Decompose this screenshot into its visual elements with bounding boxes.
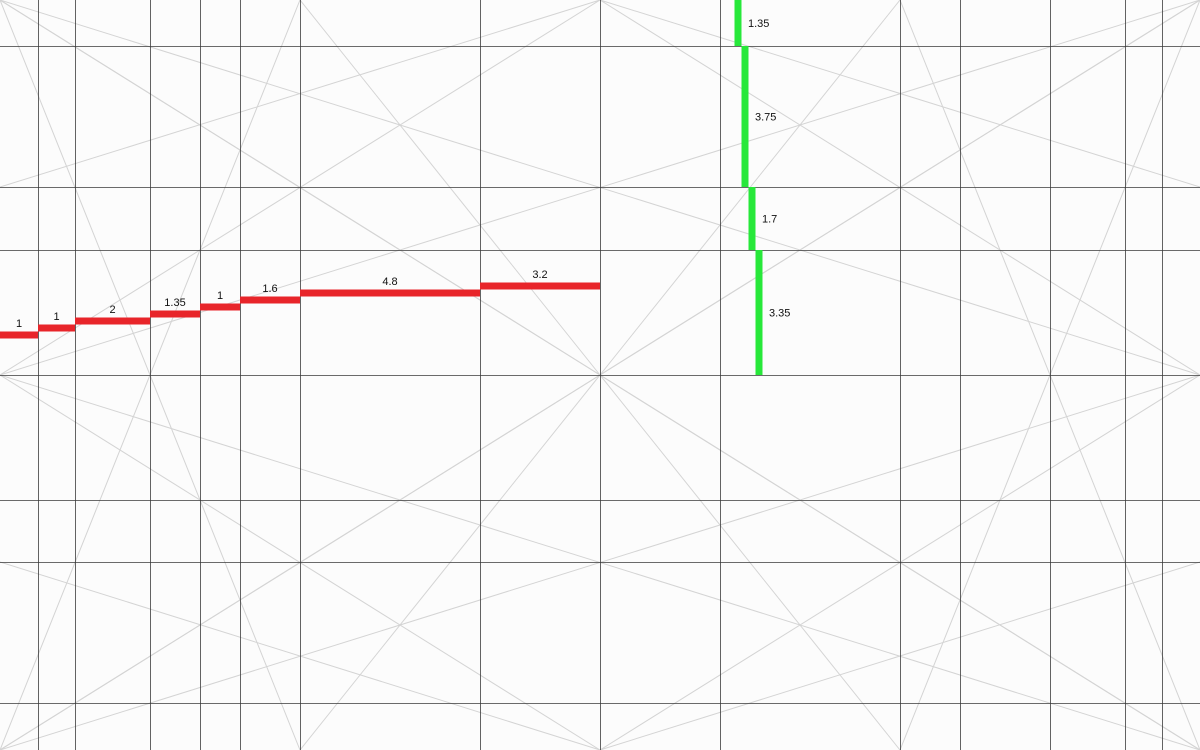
- horizontal-step-label-4: 1: [217, 290, 223, 302]
- vertical-step-label-2: 1.7: [762, 214, 777, 226]
- diagonal-line-11: [0, 0, 301, 750]
- horizontal-step-label-1: 1: [53, 311, 59, 323]
- vertical-step-label-3: 3.35: [769, 308, 790, 320]
- horizontal-step-label-0: 1: [16, 318, 22, 330]
- vertical-step-label-0: 1.35: [748, 18, 769, 30]
- diagonal-line-24: [0, 561, 601, 750]
- horizontal-step-label-5: 1.6: [262, 283, 277, 295]
- diagonal-line-13: [899, 0, 1200, 750]
- diagonal-line-25: [599, 0, 1200, 188]
- vertical-step-label-1: 3.75: [755, 112, 776, 124]
- horizontal-step-label-7: 3.2: [532, 269, 547, 281]
- vertical-staircase: 1.35 3.75 1.7 3.35: [734, 0, 790, 375]
- horizontal-step-label-2: 2: [109, 304, 115, 316]
- horizontal-step-label-6: 4.8: [382, 276, 397, 288]
- horizontal-staircase: 1 1 2 1.35 1 1.6 4.8 3.2: [0, 269, 600, 339]
- horizontal-step-label-3: 1.35: [164, 297, 185, 309]
- diagonal-line-22: [0, 0, 601, 188]
- diagonal-line-23: [599, 561, 1200, 750]
